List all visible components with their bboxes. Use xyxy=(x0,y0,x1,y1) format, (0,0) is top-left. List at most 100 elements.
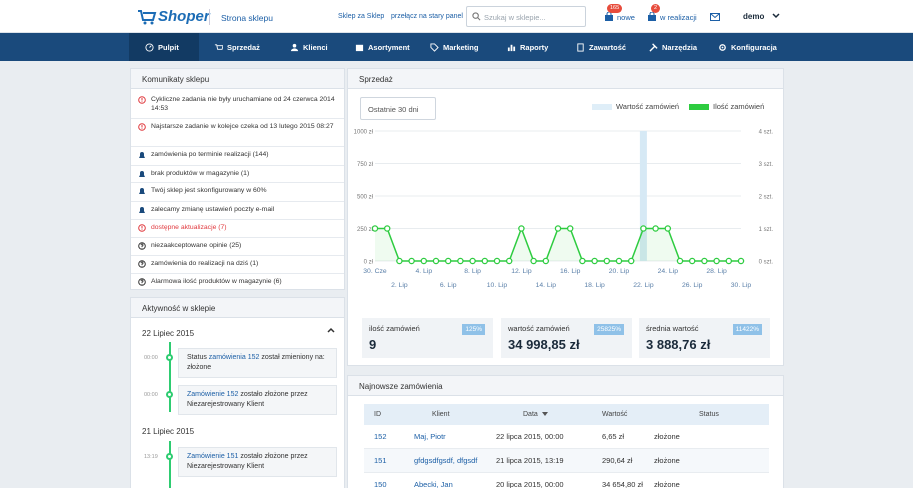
order-link[interactable]: zamówienia 152 xyxy=(208,354,260,361)
question-icon xyxy=(138,278,146,286)
nav-pulpit[interactable]: Pulpit xyxy=(129,33,199,61)
nav-asortyment[interactable]: Asortyment xyxy=(355,33,410,61)
dashboard-icon xyxy=(145,42,154,52)
order-id-link[interactable]: 152 xyxy=(374,432,387,441)
table-row[interactable]: 150 Abecki, Jan 20 lipca 2015, 00:00 34 654… xyxy=(364,473,769,488)
message-item[interactable]: brak produktów w magazynie (1) xyxy=(138,169,338,178)
count-point xyxy=(444,257,452,265)
nav-raporty[interactable]: Raporty xyxy=(507,33,548,61)
order-status: złożone xyxy=(654,456,680,465)
order-value: 290,64 zł xyxy=(602,456,633,465)
message-divider xyxy=(131,165,344,166)
user-menu[interactable]: demo xyxy=(743,12,780,21)
col-status[interactable]: Status xyxy=(699,411,719,418)
count-point xyxy=(701,257,708,265)
message-item[interactable]: Najstarsze zadanie w kolejce czeka od 13… xyxy=(138,122,338,131)
col-value[interactable]: Wartość xyxy=(602,411,628,418)
nav-konfiguracja[interactable]: Konfiguracja xyxy=(718,33,777,61)
col-client[interactable]: Klient xyxy=(432,411,450,418)
search-input[interactable]: Szukaj w sklepie... xyxy=(466,6,586,27)
message-item[interactable]: Alarmowa ilość produktów w magazynie (6) xyxy=(138,277,338,286)
nav-label: Konfiguracja xyxy=(731,42,777,52)
sort-caret-icon xyxy=(541,412,548,417)
bell-icon xyxy=(139,171,145,177)
old-panel-link[interactable]: przełącz na stary panel xyxy=(391,13,463,20)
nav-klienci[interactable]: Klienci xyxy=(290,33,328,61)
count-point xyxy=(457,257,464,265)
date-range-button[interactable]: Ostatnie 30 dni xyxy=(360,97,436,120)
order-date: 21 lipca 2015, 13:19 xyxy=(496,456,564,465)
x-tick-label: 22. Lip xyxy=(633,282,654,289)
client-link[interactable]: gfdgsdfgsdf, dfgsdf xyxy=(414,456,478,465)
table-row[interactable]: 151 gfdgsdfgsdf, dfgsdf 21 lipca 2015, 13:… xyxy=(364,449,769,473)
shop-for-shop-link[interactable]: Sklep za Sklep xyxy=(338,13,385,20)
gear-icon xyxy=(719,43,726,51)
stat-label: ilość zamówień xyxy=(369,324,420,333)
order-status: złożone xyxy=(654,432,680,441)
col-id[interactable]: ID xyxy=(374,411,381,418)
alert-icon xyxy=(138,96,146,104)
stat-label: średnia wartość xyxy=(646,324,699,333)
count-point xyxy=(640,225,647,232)
message-item[interactable]: Cykliczne zadania nie były uruchamiane o… xyxy=(138,95,338,113)
x-tick-label: 18. Lip xyxy=(584,282,605,289)
collapse-icon[interactable] xyxy=(327,327,335,333)
order-id-link[interactable]: 150 xyxy=(374,480,387,488)
orders-table: ID Klient Data Wartość Status 152 Maj, Pi… xyxy=(364,404,769,488)
question-icon xyxy=(138,242,146,250)
message-item[interactable]: zamówienia po terminie realizacji (144) xyxy=(138,150,338,159)
message-divider xyxy=(131,146,344,147)
count-point xyxy=(554,225,562,232)
nav-marketing[interactable]: Marketing xyxy=(430,33,478,61)
alert-icon xyxy=(138,224,146,232)
mail-icon[interactable] xyxy=(710,13,720,21)
stat-label: wartość zamówień xyxy=(508,324,570,333)
legend-label: Ilość zamówień xyxy=(713,102,765,111)
count-point xyxy=(688,257,696,265)
order-link[interactable]: Zamówienie 152 xyxy=(187,391,239,398)
order-link[interactable]: Zamówienie 151 xyxy=(187,453,239,460)
legend-count[interactable]: Ilość zamówień xyxy=(689,102,764,111)
nav-zawartosc[interactable]: Zawartość xyxy=(576,33,626,61)
x-tick-label: 16. Lip xyxy=(560,268,581,275)
count-point xyxy=(481,257,489,265)
new-orders-link[interactable]: nowe xyxy=(604,12,635,22)
order-value: 34 654,80 zł xyxy=(602,480,643,488)
panel-title: Aktywność w sklepie xyxy=(131,298,344,318)
message-item[interactable]: zamówienia do realizacji na dziś (1) xyxy=(138,259,338,268)
count-area xyxy=(375,228,741,261)
stat-order-value: wartość zamówień 34 998,85 zł 25825% xyxy=(501,318,632,358)
x-tick-label: 30. Cze xyxy=(363,268,387,275)
search-placeholder: Szukaj w sklepie... xyxy=(484,13,546,22)
store-link[interactable]: Strona sklepu xyxy=(221,13,273,23)
count-point xyxy=(432,257,440,265)
users-icon xyxy=(290,43,299,51)
message-divider xyxy=(131,219,344,220)
client-link[interactable]: Abecki, Jan xyxy=(414,480,453,488)
table-row[interactable]: 152 Maj, Piotr 22 lipca 2015, 00:00 6,65 zł… xyxy=(364,425,769,449)
message-item[interactable]: Twój sklep jest skonfigurowany w 60% xyxy=(138,186,338,195)
col-date-label: Data xyxy=(523,411,538,418)
stat-order-count: ilość zamówień 9 125% xyxy=(362,318,493,358)
in-progress-link[interactable]: w realizacji xyxy=(647,12,697,22)
y-right-tick-label: 2 szt. xyxy=(759,195,774,201)
cart-icon xyxy=(214,43,223,50)
legend-value[interactable]: Wartość zamówień xyxy=(592,102,679,111)
new-orders-badge: 165 xyxy=(607,4,623,13)
count-point xyxy=(396,257,403,265)
client-link[interactable]: Maj, Piotr xyxy=(414,432,446,441)
event-time: 00:00 xyxy=(144,355,158,361)
col-date[interactable]: Data xyxy=(523,411,548,418)
message-item[interactable]: dostępne aktualizacje (7) xyxy=(138,223,338,232)
nav-narzedzia[interactable]: Narzędzia xyxy=(649,33,697,61)
count-point xyxy=(542,257,550,265)
message-item[interactable]: niezaakceptowane opinie (25) xyxy=(138,241,338,250)
message-item[interactable]: zalecamy zmianę ustawień poczty e-mail xyxy=(138,205,338,214)
nav-sprzedaz[interactable]: Sprzedaż xyxy=(214,33,260,61)
document-icon xyxy=(577,42,584,52)
order-id-link[interactable]: 151 xyxy=(374,456,387,465)
stat-average-value: średnia wartość 3 888,76 zł 11422% xyxy=(639,318,770,358)
stat-value: 9 xyxy=(369,337,377,352)
shoper-logo[interactable]: Shoper xyxy=(137,8,210,25)
x-tick-label: 24. Lip xyxy=(658,268,679,275)
